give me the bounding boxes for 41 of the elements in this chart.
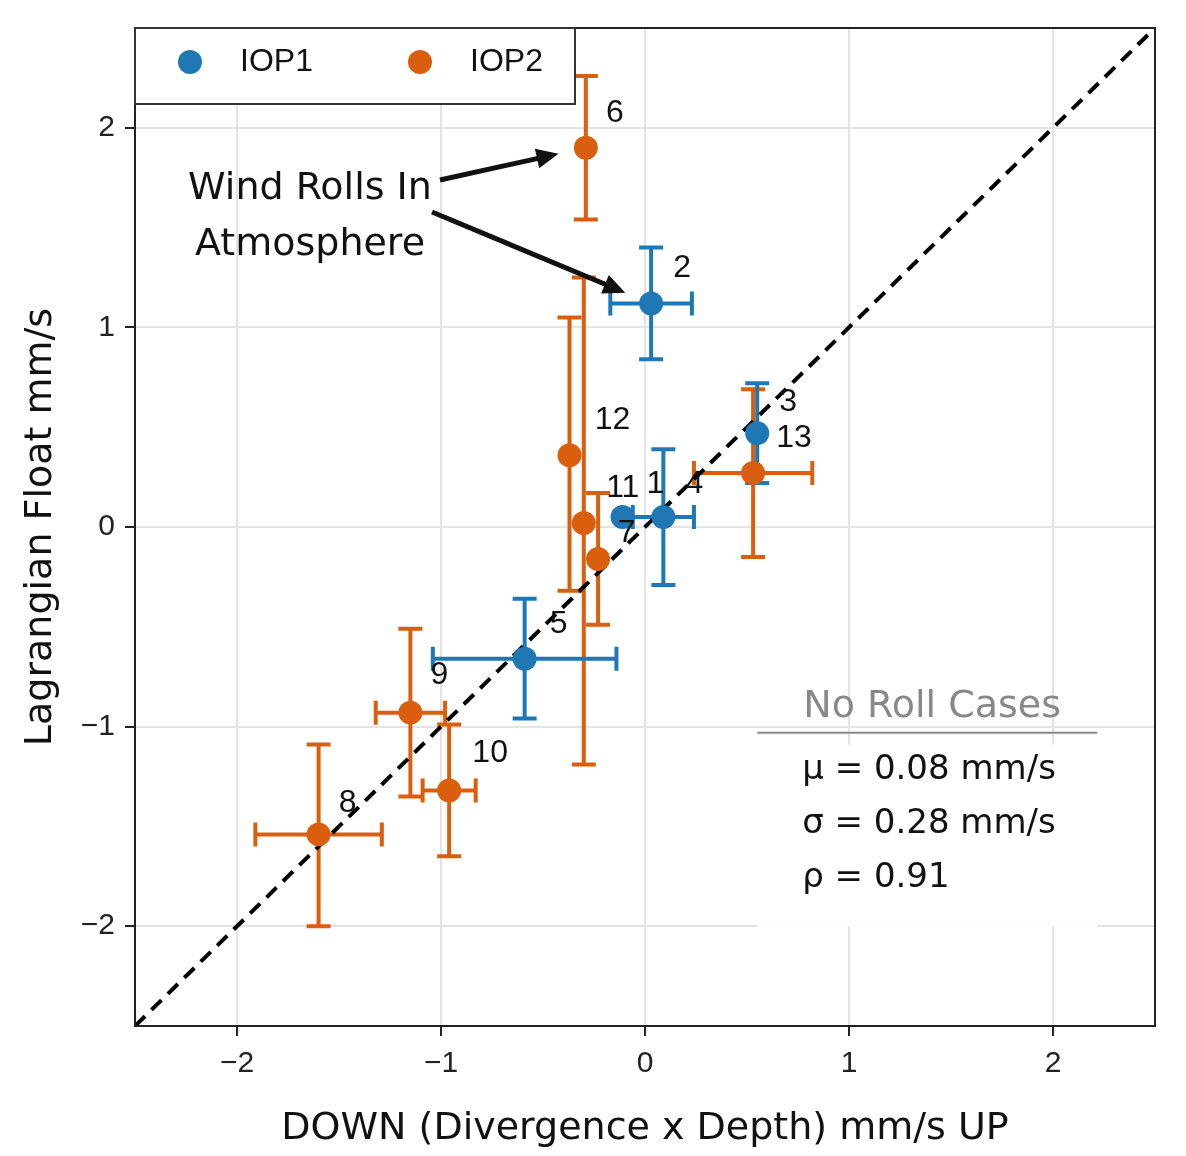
annotation: 9 [430,655,449,692]
point [586,546,611,571]
annotation: σ = 0.28 mm/s [802,801,1056,842]
x-axis-title: DOWN (Divergence x Depth) mm/s UP [281,1104,1009,1149]
annotation: μ = 0.08 mm/s [802,747,1056,788]
y-tick-label: −1 [80,707,115,741]
point [512,646,537,671]
point [557,443,582,468]
legend-label: IOP1 [240,41,313,78]
point [398,700,423,725]
annotation: 5 [549,603,568,640]
annotation: Wind Rolls In Atmosphere [187,163,433,266]
annotation: 2 [673,248,692,285]
x-tick-label: −1 [423,1045,459,1079]
x-tick-label: 1 [840,1045,858,1079]
point [306,822,331,847]
point [437,778,462,803]
point [745,421,770,446]
point [741,461,766,486]
x-tick-label: 0 [636,1045,654,1079]
annotation: ρ = 0.91 [802,855,950,896]
annotation: 12 [594,399,631,436]
x-tick-label: −2 [219,1045,255,1079]
point [573,135,598,160]
legend-label: IOP2 [470,41,543,78]
annotation: 11 [606,467,640,504]
annotation: 8 [338,783,357,820]
annotation: 13 [776,417,812,454]
y-tick-label: 2 [98,109,115,143]
point [639,291,664,316]
point [651,505,676,530]
annotation: 6 [605,92,624,129]
y-axis-title: Lagrangian Float mm/s [15,307,60,747]
point [571,511,596,536]
annotation: No Roll Cases [803,681,1062,726]
annotation: 3 [779,382,798,419]
y-tick-label: −2 [80,907,115,941]
annotation: 10 [472,733,508,770]
x-tick-label: 2 [1044,1045,1062,1079]
y-tick-label: 0 [98,508,115,542]
y-tick-label: 1 [98,308,115,342]
